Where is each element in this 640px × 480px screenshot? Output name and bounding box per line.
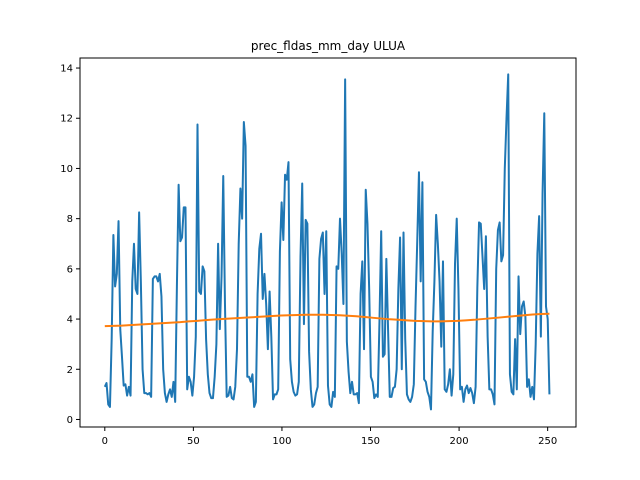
plot-area-frame: [79, 57, 577, 428]
x-axis: 0 50 100 150 200 250: [102, 427, 557, 447]
series-line-0: [103, 73, 551, 411]
series-line-1: [104, 312, 550, 328]
x-tick-label: 50: [187, 436, 200, 447]
y-tick-label: 12: [60, 114, 73, 125]
x-tick-label: 150: [361, 436, 380, 447]
y-tick-label: 8: [67, 214, 73, 225]
x-tick-label: 0: [102, 436, 108, 447]
y-tick-label: 4: [67, 315, 73, 326]
y-axis: 0 2 4 6 8 10 12 14: [60, 64, 80, 426]
y-tick-label: 2: [67, 365, 73, 376]
chart-title: prec_fldas_mm_day ULUA: [251, 39, 406, 53]
y-tick-label: 6: [67, 264, 73, 275]
x-tick-label: 100: [272, 436, 291, 447]
x-tick-label: 250: [538, 436, 557, 447]
x-tick-label: 200: [450, 436, 469, 447]
series-layer: [103, 73, 551, 411]
y-tick-label: 0: [67, 415, 73, 426]
y-tick-label: 10: [60, 164, 73, 175]
y-tick-label: 14: [60, 64, 73, 75]
